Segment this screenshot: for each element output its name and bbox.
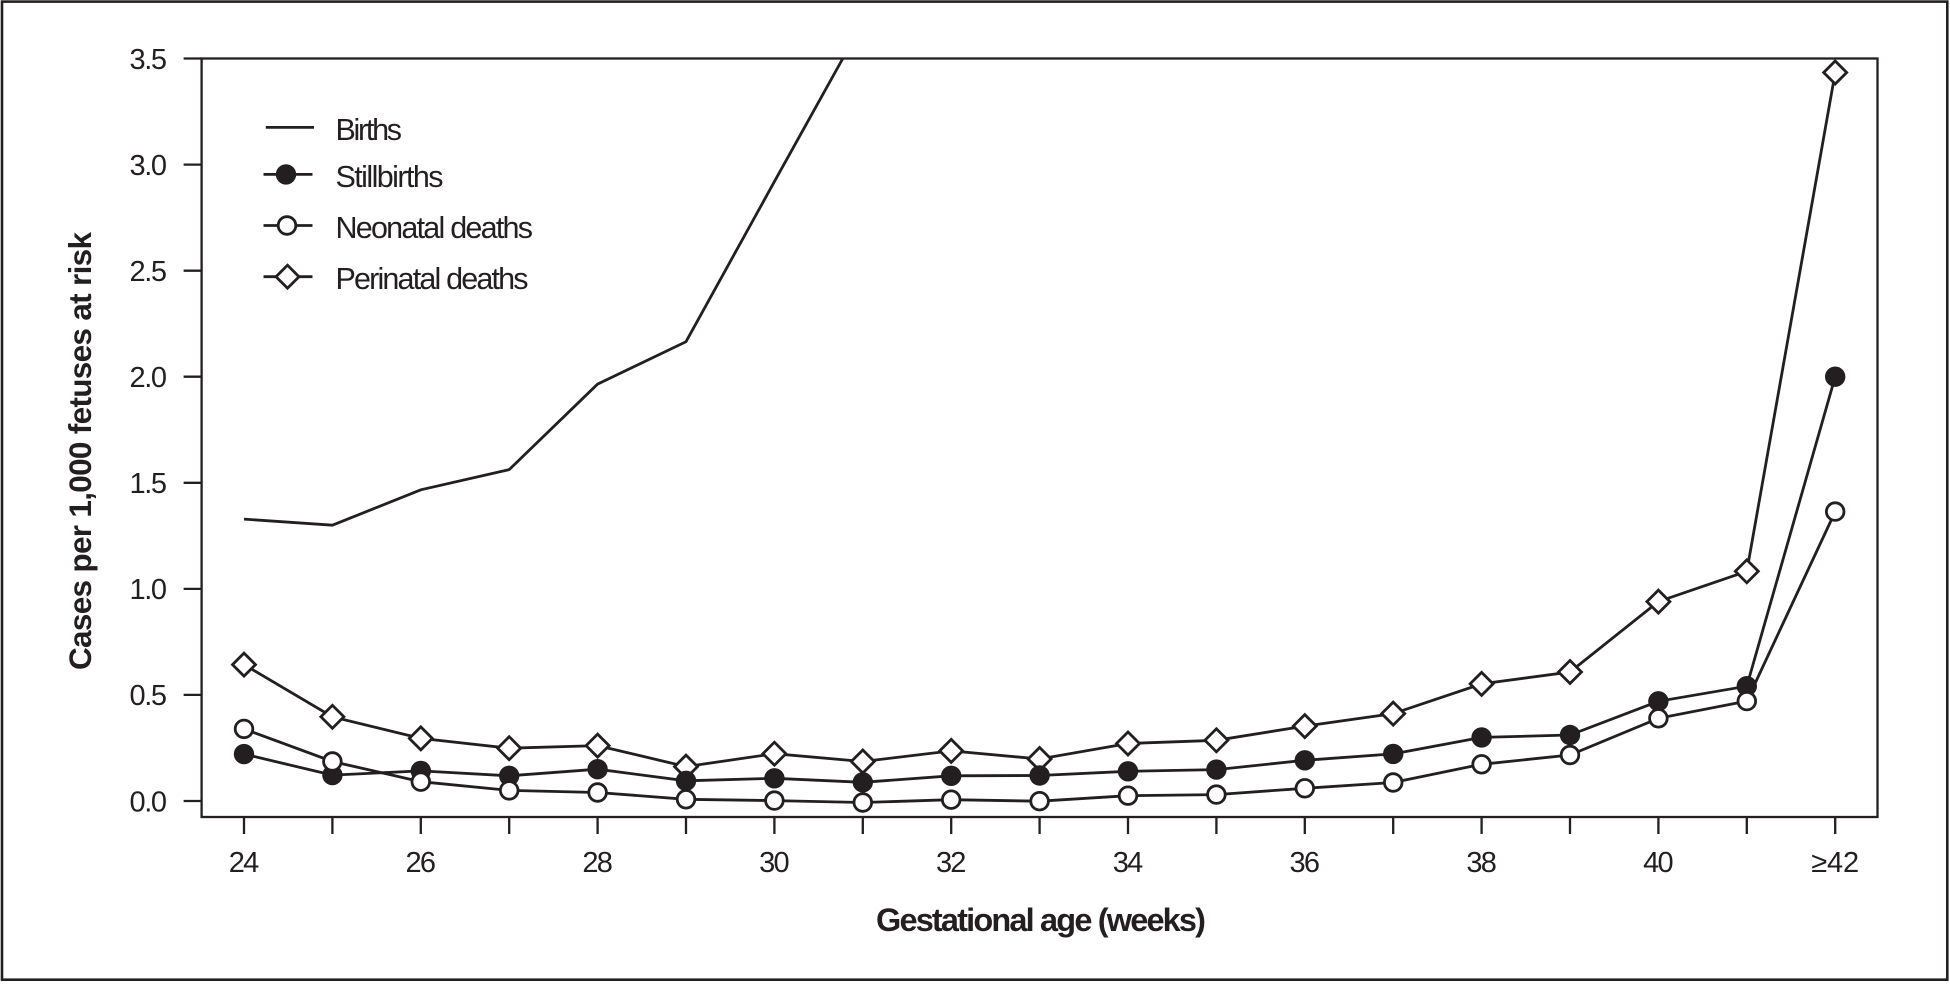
svg-text:2.0: 2.0 xyxy=(130,362,168,394)
svg-text:24: 24 xyxy=(229,847,260,879)
svg-text:Gestational age (weeks): Gestational age (weeks) xyxy=(876,902,1206,938)
svg-text:3.5: 3.5 xyxy=(130,44,168,76)
svg-text:30: 30 xyxy=(759,847,790,879)
svg-text:3.0: 3.0 xyxy=(130,150,168,182)
svg-text:34: 34 xyxy=(1113,847,1144,879)
svg-text:0.0: 0.0 xyxy=(130,786,168,818)
svg-text:36: 36 xyxy=(1290,847,1321,879)
svg-text:Stillbirths: Stillbirths xyxy=(336,160,444,194)
svg-text:Neonatal deaths: Neonatal deaths xyxy=(336,211,534,245)
svg-text:28: 28 xyxy=(582,847,613,879)
svg-text:Perinatal deaths: Perinatal deaths xyxy=(336,262,529,296)
svg-text:Births: Births xyxy=(336,113,403,147)
svg-text:26: 26 xyxy=(406,847,437,879)
svg-text:40: 40 xyxy=(1643,847,1674,879)
svg-text:≥42: ≥42 xyxy=(1811,847,1859,879)
svg-text:38: 38 xyxy=(1466,847,1497,879)
svg-text:32: 32 xyxy=(936,847,967,879)
svg-text:1.5: 1.5 xyxy=(130,468,168,500)
svg-text:0.5: 0.5 xyxy=(130,680,168,712)
svg-text:1.0: 1.0 xyxy=(130,574,168,606)
svg-text:2.5: 2.5 xyxy=(130,256,168,288)
svg-text:Cases per 1,000 fetuses at ris: Cases per 1,000 fetuses at risk xyxy=(62,232,98,670)
